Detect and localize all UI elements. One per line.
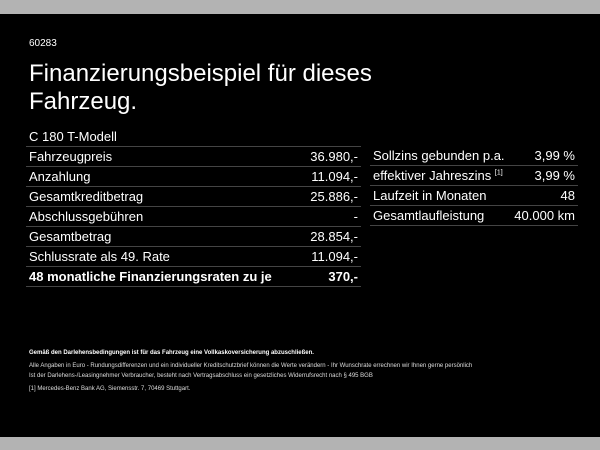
row-value: 48 (510, 185, 578, 206)
row-label: Sollzins gebunden p.a. (370, 146, 511, 166)
row-label: Schlussrate als 49. Rate (26, 246, 302, 267)
row-label: Gesamtkreditbetrag (26, 186, 302, 207)
row-label: Abschlussgebühren (26, 206, 302, 227)
row-label: Laufzeit in Monaten (370, 185, 511, 206)
model-name: C 180 T-Modell (29, 129, 117, 144)
footnote-ref: [1] (494, 169, 503, 177)
label-text: effektiver Jahreszins (373, 168, 492, 183)
row-value: - (301, 206, 361, 227)
row-value: 25.886,- (301, 186, 361, 207)
footnote-text: Mercedes-Benz Bank AG, Siemensstr. 7, 70… (37, 386, 191, 392)
top-bar (0, 0, 600, 14)
table-row: Anzahlung 11.094,- (26, 166, 361, 187)
row-label: 48 monatliche Finanzierungsraten zu je (26, 266, 302, 287)
row-value: 3,99 % (510, 165, 578, 186)
row-label: effektiver Jahreszins [1] (370, 165, 511, 186)
disclaimer-line: Alle Angaben in Euro - Rundungsdifferenz… (29, 363, 473, 369)
row-value: 11.094,- (301, 166, 361, 187)
legal-notes: Gemäß den Darlehensbedingungen ist für d… (29, 348, 589, 394)
footnote-mark: [1] (29, 386, 36, 392)
table-row: Sollzins gebunden p.a. 3,99 % (370, 146, 578, 166)
row-label: Gesamtbetrag (26, 226, 302, 247)
table-row: Fahrzeugpreis 36.980,- (26, 146, 361, 167)
table-row: Gesamtkreditbetrag 25.886,- (26, 186, 361, 207)
table-row: Gesamtbetrag 28.854,- (26, 226, 361, 247)
terms-table: Sollzins gebunden p.a. 3,99 % effektiver … (370, 146, 578, 226)
row-value: 11.094,- (301, 246, 361, 267)
table-row: Abschlussgebühren - (26, 206, 361, 227)
row-label: Fahrzeugpreis (26, 146, 302, 167)
row-label: Anzahlung (26, 166, 302, 187)
table-row: Schlussrate als 49. Rate 11.094,- (26, 246, 361, 267)
financing-table: Fahrzeugpreis 36.980,- Anzahlung 11.094,- … (26, 146, 361, 287)
disclaimer-line: Ist der Darlehens-/Leasingnehmer Verbrau… (29, 373, 373, 379)
page-title: Finanzierungsbeispiel für dieses Fahrzeu… (29, 60, 372, 115)
row-value: 28.854,- (301, 226, 361, 247)
table-row: effektiver Jahreszins [1] 3,99 % (370, 165, 578, 186)
row-label: Gesamtlaufleistung (370, 205, 511, 226)
table-row: Laufzeit in Monaten 48 (370, 185, 578, 206)
table-row: Gesamtlaufleistung 40.000 km (370, 205, 578, 226)
row-value: 36.980,- (301, 146, 361, 167)
row-value: 40.000 km (510, 205, 578, 226)
footnote: [1] Mercedes-Benz Bank AG, Siemensstr. 7… (29, 384, 589, 394)
row-value: 370,- (301, 266, 361, 287)
offer-code: 60283 (29, 38, 57, 49)
monthly-rate-row: 48 monatliche Finanzierungsraten zu je 37… (26, 266, 361, 287)
bottom-bar (0, 437, 600, 450)
insurance-note: Gemäß den Darlehensbedingungen ist für d… (29, 350, 314, 356)
row-value: 3,99 % (510, 146, 578, 166)
